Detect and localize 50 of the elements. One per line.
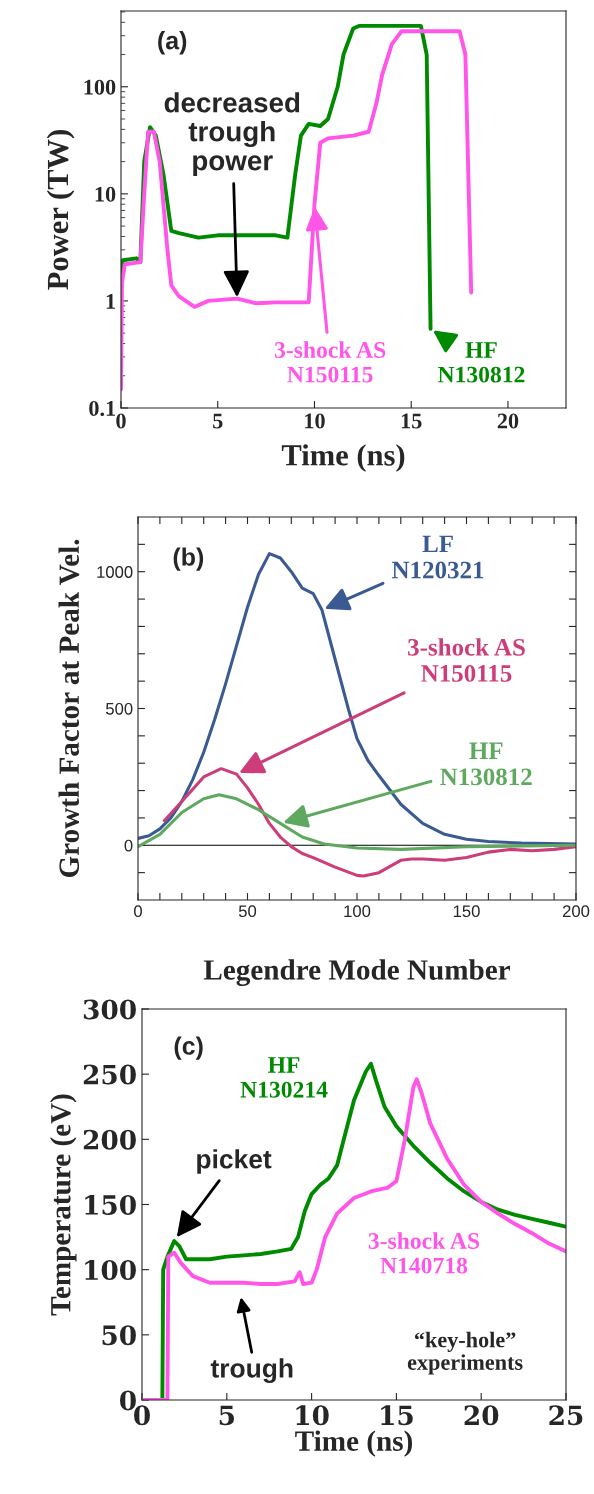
y-axis-title: Power (TW) [46, 130, 75, 290]
series-label: 3-shock AS N150115 [274, 341, 386, 383]
x-axis-title: Time (ns) [281, 444, 405, 472]
y-tick-label: 1 [106, 293, 115, 309]
x-axis-title: Time (ns) [295, 1430, 413, 1457]
y-tick-label: 0 [120, 1390, 136, 1411]
x-tick-label: 25 [549, 1405, 583, 1426]
x-tick-label: 150 [453, 905, 480, 918]
x-tick-label: 10 [305, 413, 325, 429]
annotation: trough [210, 1358, 293, 1384]
y-tick-label: 50 [102, 1325, 136, 1346]
x-tick-label: 15 [381, 1405, 413, 1426]
y-axis-title: Temperature (eV) [50, 1094, 77, 1316]
x-tick-label: 20 [497, 413, 519, 429]
text: (c) [174, 1036, 203, 1060]
annotation: decreased trough power [164, 92, 300, 176]
annotation: picket [197, 1149, 272, 1174]
line-series [138, 793, 576, 851]
text: LF N120321 [391, 535, 484, 579]
x-tick-label: 5 [213, 413, 223, 429]
y-tick-label: 250 [83, 1064, 136, 1085]
text: HF N130812 [440, 742, 532, 786]
x-tick-label: 5 [219, 1405, 234, 1426]
y-tick-label: 100 [84, 79, 116, 95]
series-label: 3-shock AS N140718 [368, 1232, 480, 1274]
x-tick-label: 200 [562, 905, 590, 918]
x-tick-label: 10 [296, 1405, 329, 1426]
legend-label: HF N130812 [437, 342, 525, 383]
y-tick-label: 0 [124, 839, 133, 852]
series-label: HF N130214 [240, 1057, 328, 1098]
x-tick-label: 20 [464, 1405, 499, 1426]
y-tick-label: 300 [83, 999, 136, 1020]
text: (a) [158, 31, 187, 55]
x-tick-label: 0 [134, 1405, 150, 1426]
x-tick-label: 50 [238, 905, 257, 918]
y-tick-label: 1000 [97, 566, 133, 578]
text: 3-shock AS N150115 [408, 638, 525, 682]
text: (b) [173, 547, 204, 571]
y-axis-title: Growth Factor at Peak Vel. [58, 539, 80, 878]
y-tick-label: 0.1 [89, 400, 115, 417]
x-axis-title: Legendre Mode Number [203, 959, 511, 986]
x-tick-label: 15 [401, 413, 422, 429]
x-tick-label: 100 [344, 905, 371, 918]
y-tick-label: 200 [83, 1129, 136, 1150]
y-tick-label: 500 [106, 702, 133, 715]
y-tick-label: 100 [85, 1260, 136, 1281]
annotation: “key-hole” experiments [407, 1331, 523, 1375]
line-series [162, 767, 576, 878]
y-tick-label: 10 [95, 186, 116, 202]
y-tick-label: 150 [85, 1194, 136, 1215]
